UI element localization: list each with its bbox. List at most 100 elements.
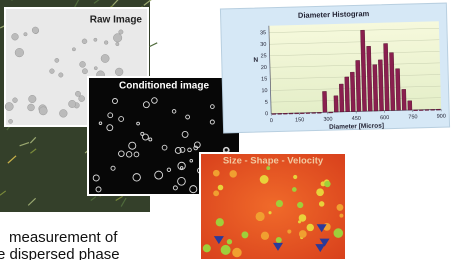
particle <box>82 39 87 44</box>
caption-line: measurement of <box>9 229 118 246</box>
particle <box>213 190 219 196</box>
particle <box>28 104 35 111</box>
particle <box>229 170 236 177</box>
particle <box>94 67 97 70</box>
particle <box>12 33 19 40</box>
particle <box>50 69 55 74</box>
x-tick-label: 150 <box>295 117 304 123</box>
particle <box>268 211 271 214</box>
velocity-image-panel: Size - Shape - Velocity <box>200 153 346 260</box>
particle <box>55 58 59 62</box>
particle <box>59 109 67 117</box>
particle <box>82 69 87 74</box>
y-tick-label: 10 <box>261 88 267 94</box>
histogram-bar <box>402 89 407 110</box>
histogram-bar <box>300 113 304 114</box>
histogram-panel: Diameter Histogram N Diameter [Micros] 0… <box>220 3 449 134</box>
x-tick-label: 750 <box>408 114 417 120</box>
particle <box>75 91 80 96</box>
particle <box>293 175 297 179</box>
histogram-bar <box>272 114 276 115</box>
particle <box>334 228 344 238</box>
particle <box>5 102 13 110</box>
histogram-bar <box>278 113 282 114</box>
particle <box>115 68 123 76</box>
particle <box>260 175 269 184</box>
particle <box>116 42 119 45</box>
particle <box>24 32 27 35</box>
particle <box>261 232 269 240</box>
particle <box>221 245 231 255</box>
histogram-bar <box>283 113 287 114</box>
x-tick-label: 450 <box>352 116 361 122</box>
histogram-bar <box>339 84 344 112</box>
y-tick-label: 5 <box>265 100 268 106</box>
particle <box>80 61 86 67</box>
particle <box>339 214 343 218</box>
x-tick-label: 600 <box>380 115 389 121</box>
particle <box>227 239 232 244</box>
histogram-bar <box>306 113 310 114</box>
particle <box>324 181 330 187</box>
histogram-bar <box>425 110 429 111</box>
particle <box>287 229 291 233</box>
histogram-bar <box>312 113 316 114</box>
particle <box>299 230 307 238</box>
particle <box>232 248 241 257</box>
particle <box>276 237 282 243</box>
histogram-bar <box>396 69 401 111</box>
particle <box>241 231 248 238</box>
histogram-bar <box>322 91 327 112</box>
y-tick-label: 20 <box>261 65 267 71</box>
y-tick-label: 0 <box>265 111 268 117</box>
y-tick-label: 35 <box>260 30 266 36</box>
y-tick-label: 30 <box>260 42 266 48</box>
histogram-bar <box>329 112 333 113</box>
particle <box>119 30 123 34</box>
histogram-bar <box>436 109 440 110</box>
histogram-bar <box>350 72 355 111</box>
particle <box>8 119 12 123</box>
x-tick-label: 900 <box>437 114 446 120</box>
caption-line: e dispersed phase <box>0 246 120 260</box>
particle <box>218 185 224 191</box>
particle <box>79 96 85 102</box>
collage: Raw Image Conditioned image Diameter His… <box>0 0 454 260</box>
particle <box>298 220 301 223</box>
x-tick-label: 300 <box>323 117 332 123</box>
particle <box>292 187 297 192</box>
particle <box>39 107 47 115</box>
particle <box>101 54 109 62</box>
histogram-bar <box>345 77 350 112</box>
y-tick-label: 25 <box>260 53 266 59</box>
raw-image-title: Raw Image <box>90 15 143 26</box>
texture-streak <box>149 43 157 47</box>
particle <box>307 224 314 231</box>
x-tick-label: 0 <box>270 118 273 124</box>
particle <box>94 38 97 41</box>
particle <box>15 48 24 57</box>
histogram-bar <box>408 101 412 110</box>
particle <box>32 27 38 33</box>
histogram-bar <box>334 96 338 112</box>
conditioned-image-title: Conditioned image <box>119 81 209 92</box>
chart-title: Diameter Histogram <box>298 9 370 20</box>
particle <box>316 188 324 196</box>
particle <box>319 201 325 207</box>
histogram-bar <box>414 110 418 111</box>
particle <box>336 204 343 211</box>
particle <box>113 34 122 43</box>
particle <box>297 202 303 208</box>
particle <box>104 41 108 45</box>
x-axis-label: Diameter [Micros] <box>329 122 384 130</box>
histogram-bar <box>295 113 299 114</box>
particle <box>266 166 270 170</box>
particle <box>256 212 265 221</box>
particle <box>13 98 18 103</box>
particle <box>203 244 211 252</box>
particle <box>276 200 283 207</box>
histogram-bar <box>419 110 423 111</box>
particle <box>213 170 220 177</box>
particle <box>68 100 75 107</box>
particle <box>216 218 224 226</box>
